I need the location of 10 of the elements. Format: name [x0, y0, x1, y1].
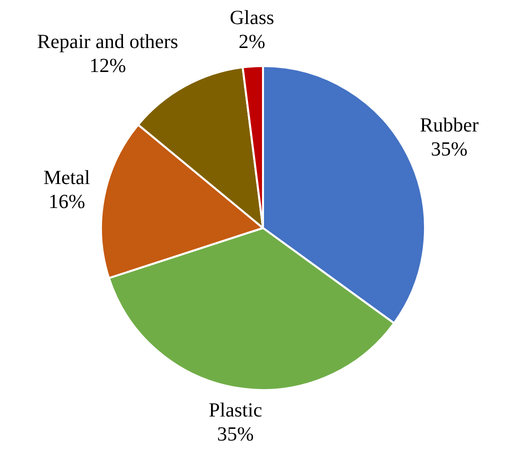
slice-label: Plastic	[208, 399, 262, 422]
data-label: 2%	[238, 31, 266, 54]
data-label: 35%	[430, 138, 468, 161]
slice-label: Glass	[230, 7, 274, 30]
data-label: 35%	[217, 423, 254, 446]
slice-label: Rubber	[420, 114, 480, 137]
slice-label: Metal	[43, 167, 91, 190]
slice-label: Repair and others	[37, 31, 178, 54]
data-label: 12%	[89, 55, 126, 78]
data-label: 16%	[48, 191, 86, 214]
